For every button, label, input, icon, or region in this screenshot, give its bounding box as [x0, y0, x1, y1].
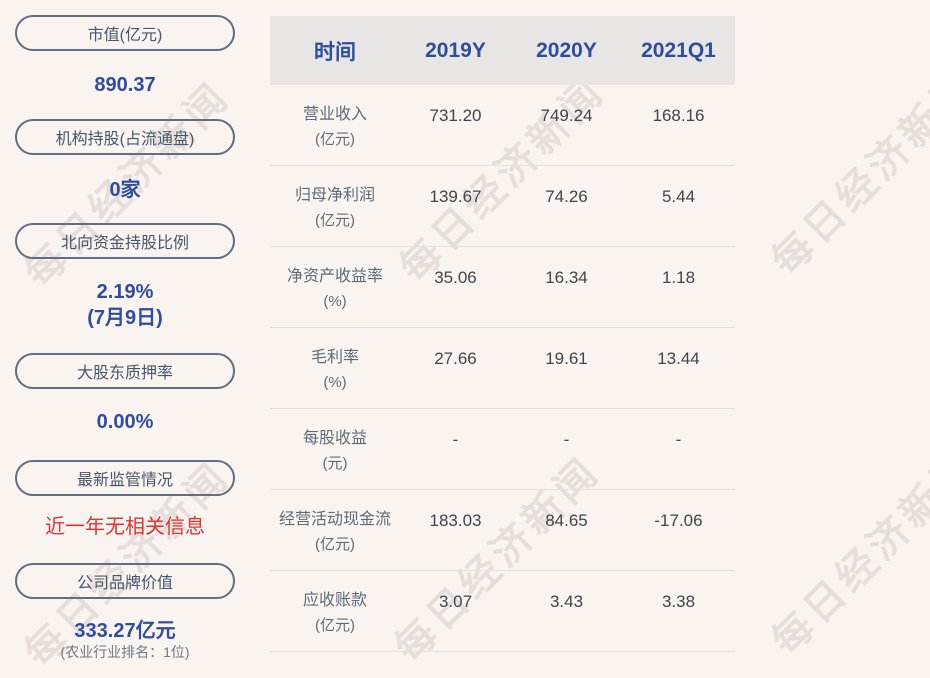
metric-value-2019: 731.20: [429, 106, 482, 125]
table-row-roe: 净资产收益率 (%) 35.06 16.34 1.18: [270, 247, 735, 328]
metric-name: 应收账款: [302, 592, 367, 609]
metric-value-2019: 27.66: [434, 349, 477, 368]
table-row-operating-cash-flow: 经营活动现金流 (亿元) 183.03 84.65 -17.06: [270, 490, 735, 571]
sidebar-pill-market-cap[interactable]: 市值(亿元): [15, 15, 235, 51]
metric-value-2020: -: [563, 430, 570, 449]
metric-value-2020: 749.24: [540, 106, 593, 125]
metric-value-2019: -: [452, 430, 459, 449]
sidebar-pill-label: 机构持股(占流通盘): [55, 131, 195, 148]
sidebar-pill-label: 市值(亿元): [87, 27, 163, 44]
header-cell-2019y: 2019Y: [425, 38, 486, 62]
sidebar-pill-institutional-holding[interactable]: 机构持股(占流通盘): [15, 119, 235, 155]
metric-value-2021q1: 5.44: [661, 187, 696, 206]
table-row-net-profit: 归母净利润 (亿元) 139.67 74.26 5.44: [270, 166, 735, 247]
sidebar-pill-label: 最新监管情况: [76, 472, 173, 489]
header-cell-2021q1: 2021Q1: [641, 38, 716, 62]
metric-unit: (%): [323, 293, 347, 310]
metric-value-2020: 3.43: [549, 592, 584, 611]
metric-name: 毛利率: [310, 349, 359, 366]
table-row-accounts-receivable: 应收账款 (亿元) 3.07 3.43 3.38: [270, 571, 735, 652]
sidebar-pill-latest-regulation[interactable]: 最新监管情况: [15, 460, 235, 496]
metric-value-2021q1: 3.38: [661, 592, 696, 611]
sidebar-pill-label: 北向资金持股比例: [60, 235, 189, 252]
metric-value-2020: 16.34: [545, 268, 588, 287]
metric-value-2019: 139.67: [429, 187, 482, 206]
metric-name: 净资产收益率: [286, 268, 383, 285]
sidebar-value-main: 2.19%: [96, 281, 154, 303]
table-row-gross-margin: 毛利率 (%) 27.66 19.61 13.44: [270, 328, 735, 409]
metric-value-2019: 3.07: [438, 592, 473, 611]
sidebar-value-northbound-holding-ratio: 2.19% (7月9日): [15, 279, 235, 331]
sidebar-value-date: (7月9日): [87, 307, 163, 329]
table-row-revenue: 营业收入 (亿元) 731.20 749.24 168.16: [270, 85, 735, 166]
watermark: 每日经济新闻: [763, 61, 930, 284]
header-cell-time: 时间: [314, 40, 356, 64]
metric-value-2021q1: 13.44: [657, 349, 700, 368]
metric-name: 营业收入: [302, 106, 367, 123]
sidebar-pill-major-shareholder-pledge[interactable]: 大股东质押率: [15, 353, 235, 389]
sidebar-value-market-cap: 890.37: [94, 74, 156, 96]
table-row-eps: 每股收益 (元) - - -: [270, 409, 735, 490]
metric-value-2020: 84.65: [545, 511, 588, 530]
header-cell-2020y: 2020Y: [536, 38, 597, 62]
metric-unit: (%): [323, 374, 347, 391]
sidebar-value-brand-value: 333.27亿元: [74, 620, 176, 642]
metric-name: 经营活动现金流: [278, 511, 391, 528]
metric-value-2021q1: 168.16: [652, 106, 705, 125]
table-header-row: 时间 2019Y 2020Y 2021Q1: [270, 16, 735, 85]
metric-value-2019: 35.06: [434, 268, 477, 287]
watermark: 每日经济新闻: [763, 441, 930, 664]
sidebar-pill-label: 大股东质押率: [76, 365, 173, 382]
table-body: 营业收入 (亿元) 731.20 749.24 168.16 归母净利润 (亿元…: [270, 85, 735, 652]
metric-value-2020: 19.61: [545, 349, 588, 368]
sidebar-value-institutional-holding: 0家: [109, 179, 141, 201]
metric-value-2021q1: -17.06: [654, 511, 703, 530]
metric-value-2021q1: -: [675, 430, 682, 449]
metric-unit: (元): [322, 455, 348, 472]
metric-unit: (亿元): [315, 212, 355, 229]
metric-value-2019: 183.03: [429, 511, 482, 530]
metric-name: 每股收益: [302, 430, 367, 447]
metric-unit: (亿元): [315, 617, 355, 634]
sidebar-subvalue-industry-rank: (农业行业排名：1位): [60, 644, 190, 660]
sidebar-pill-label: 公司品牌价值: [76, 575, 173, 592]
metric-value-2021q1: 1.18: [661, 268, 696, 287]
sidebar-value-major-shareholder-pledge: 0.00%: [96, 411, 154, 433]
metric-unit: (亿元): [315, 536, 355, 553]
metric-unit: (亿元): [315, 131, 355, 148]
metric-name: 归母净利润: [294, 187, 375, 204]
sidebar-value-latest-regulation: 近一年无相关信息: [45, 516, 205, 538]
sidebar-pill-brand-value[interactable]: 公司品牌价值: [15, 563, 235, 599]
metric-value-2020: 74.26: [545, 187, 588, 206]
sidebar-pill-northbound-holding-ratio[interactable]: 北向资金持股比例: [15, 223, 235, 259]
